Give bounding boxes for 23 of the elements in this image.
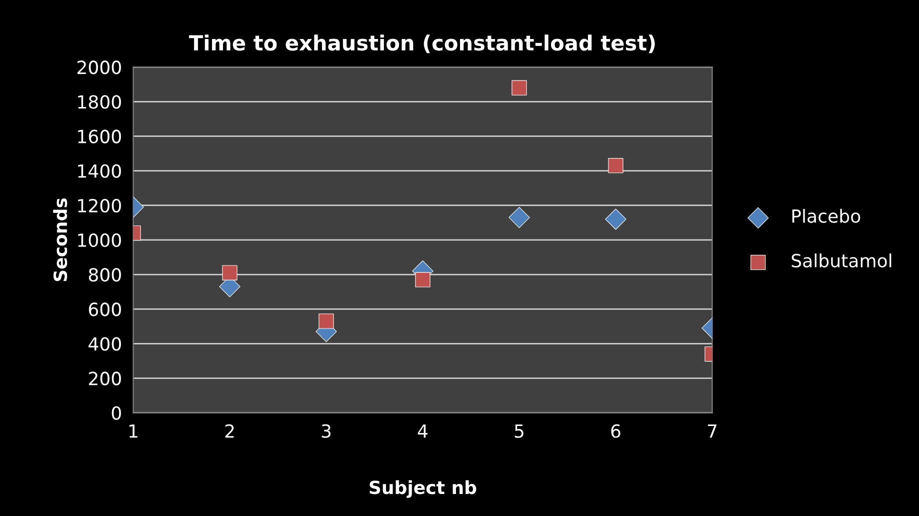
y-axis-title: Seconds xyxy=(53,198,68,282)
y-tick-label: 1600 xyxy=(78,130,121,144)
y-tick-label: 1800 xyxy=(78,95,121,109)
y-tick-label: 800 xyxy=(88,268,121,282)
x-tick-label: 1 xyxy=(129,424,138,438)
y-tick-label: 2000 xyxy=(78,60,121,74)
y-tick-label: 0 xyxy=(112,406,121,420)
x-tick-label: 7 xyxy=(708,424,716,438)
x-tick-label: 3 xyxy=(322,424,331,438)
x-axis-title: Subject nb xyxy=(370,480,476,498)
y-tick-label: 1000 xyxy=(78,233,121,248)
legend-label: Placebo xyxy=(792,208,860,223)
chart-title: Time to exhaustion (constant-load test) xyxy=(189,34,655,54)
x-tick-label: 5 xyxy=(514,424,524,438)
x-tick-label: 6 xyxy=(611,424,620,438)
y-tick-label: 400 xyxy=(88,337,121,351)
y-tick-label: 1200 xyxy=(78,198,121,212)
x-tick-label: 4 xyxy=(418,424,428,438)
y-tick-label: 200 xyxy=(89,372,121,386)
y-tick-label: 1400 xyxy=(78,164,121,178)
y-tick-label: 600 xyxy=(88,302,121,316)
legend-label: Salbutamol xyxy=(792,253,892,268)
x-tick-label: 2 xyxy=(225,424,234,438)
